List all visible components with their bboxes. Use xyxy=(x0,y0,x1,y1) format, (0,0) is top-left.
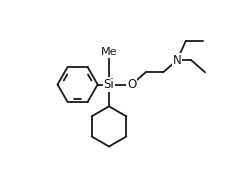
Text: N: N xyxy=(173,54,181,67)
Text: O: O xyxy=(127,78,136,91)
Text: Me: Me xyxy=(101,47,117,57)
Text: Si: Si xyxy=(104,78,114,91)
